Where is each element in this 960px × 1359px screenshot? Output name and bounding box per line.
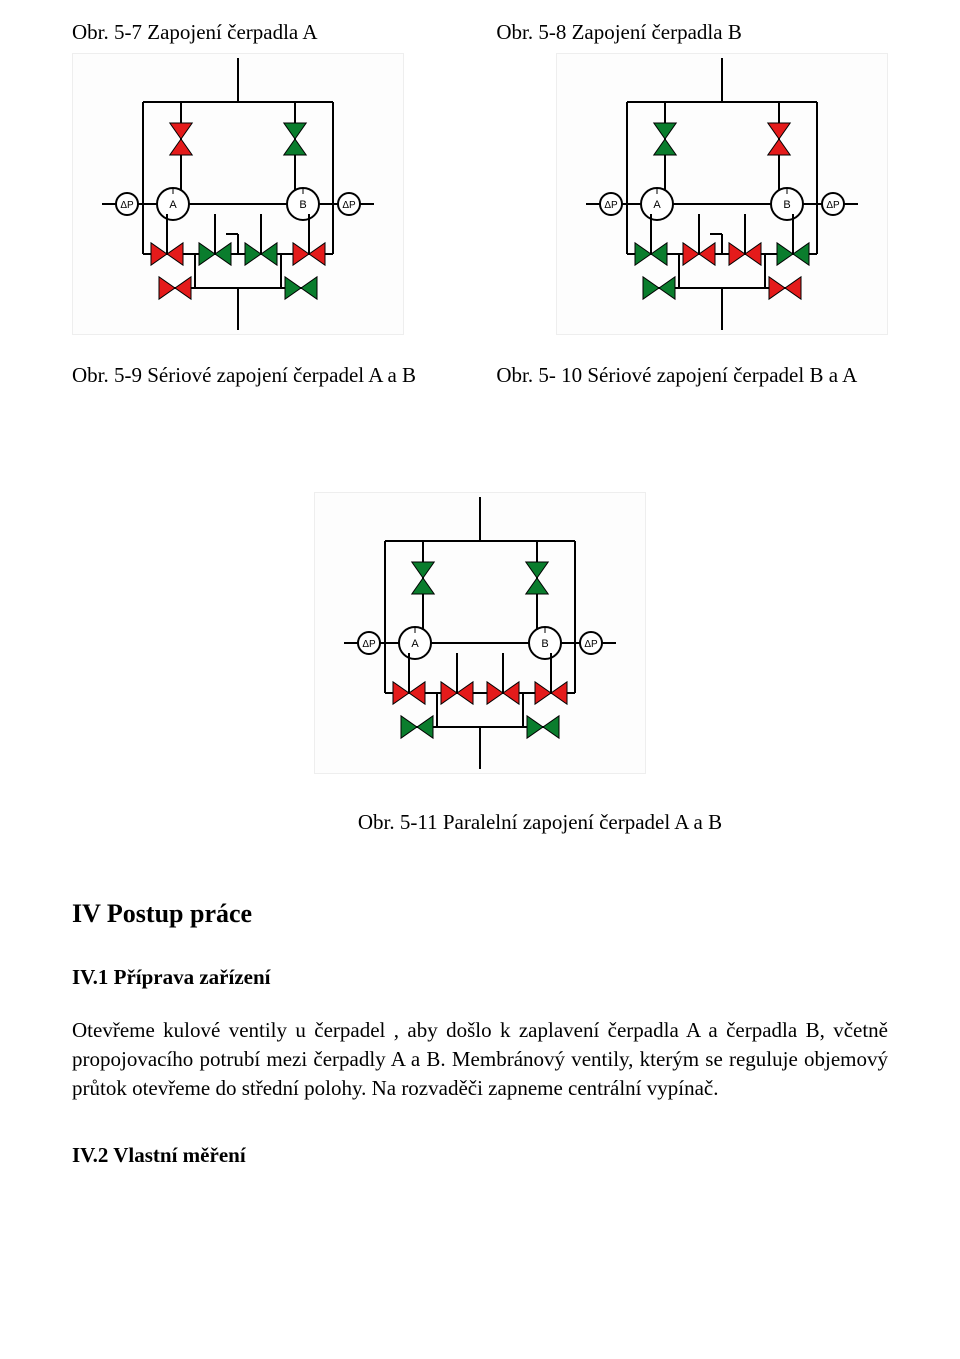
diagram-row-1: ΔP A B ΔP ΔP A B ΔP: [72, 53, 888, 335]
diagram-5-7: ΔP A B ΔP: [72, 53, 464, 335]
subheading-vlastni-mereni: IV.2 Vlastní měření: [72, 1143, 888, 1168]
schematic-5-8-svg: ΔP A B ΔP: [556, 53, 888, 335]
document-page: Obr. 5-7 Zapojení čerpadla A Obr. 5-8 Za…: [0, 0, 960, 1214]
schematic-5-11-svg: ΔP A B ΔP: [314, 492, 646, 774]
svg-text:A: A: [411, 638, 419, 650]
caption-row-2: Obr. 5-9 Sériové zapojení čerpadel A a B…: [72, 363, 888, 396]
subheading-priprava: IV.1 Příprava zařízení: [72, 965, 888, 990]
svg-text:ΔP: ΔP: [342, 200, 356, 211]
diagram-5-8: ΔP A B ΔP: [496, 53, 888, 335]
svg-text:ΔP: ΔP: [120, 200, 134, 211]
caption-row-1: Obr. 5-7 Zapojení čerpadla A Obr. 5-8 Za…: [72, 20, 888, 53]
caption-5-9: Obr. 5-9 Sériové zapojení čerpadel A a B: [72, 363, 464, 388]
svg-text:ΔP: ΔP: [604, 200, 618, 211]
diagram-5-11: ΔP A B ΔP: [72, 492, 888, 774]
svg-text:ΔP: ΔP: [584, 639, 598, 650]
svg-text:B: B: [541, 638, 548, 650]
heading-postup-prace: IV Postup práce: [72, 899, 888, 929]
svg-text:ΔP: ΔP: [826, 200, 840, 211]
paragraph-priprava: Otevřeme kulové ventily u čerpadel , aby…: [72, 1016, 888, 1103]
caption-5-8: Obr. 5-8 Zapojení čerpadla B: [496, 20, 888, 45]
svg-text:A: A: [653, 199, 661, 211]
caption-5-7: Obr. 5-7 Zapojení čerpadla A: [72, 20, 464, 45]
svg-text:ΔP: ΔP: [362, 639, 376, 650]
svg-text:A: A: [169, 199, 177, 211]
svg-text:B: B: [299, 199, 306, 211]
svg-text:B: B: [783, 199, 790, 211]
caption-5-11: Obr. 5-11 Paralelní zapojení čerpadel A …: [192, 810, 888, 835]
caption-5-10: Obr. 5- 10 Sériové zapojení čerpadel B a…: [496, 363, 888, 388]
schematic-5-7-svg: ΔP A B ΔP: [72, 53, 404, 335]
